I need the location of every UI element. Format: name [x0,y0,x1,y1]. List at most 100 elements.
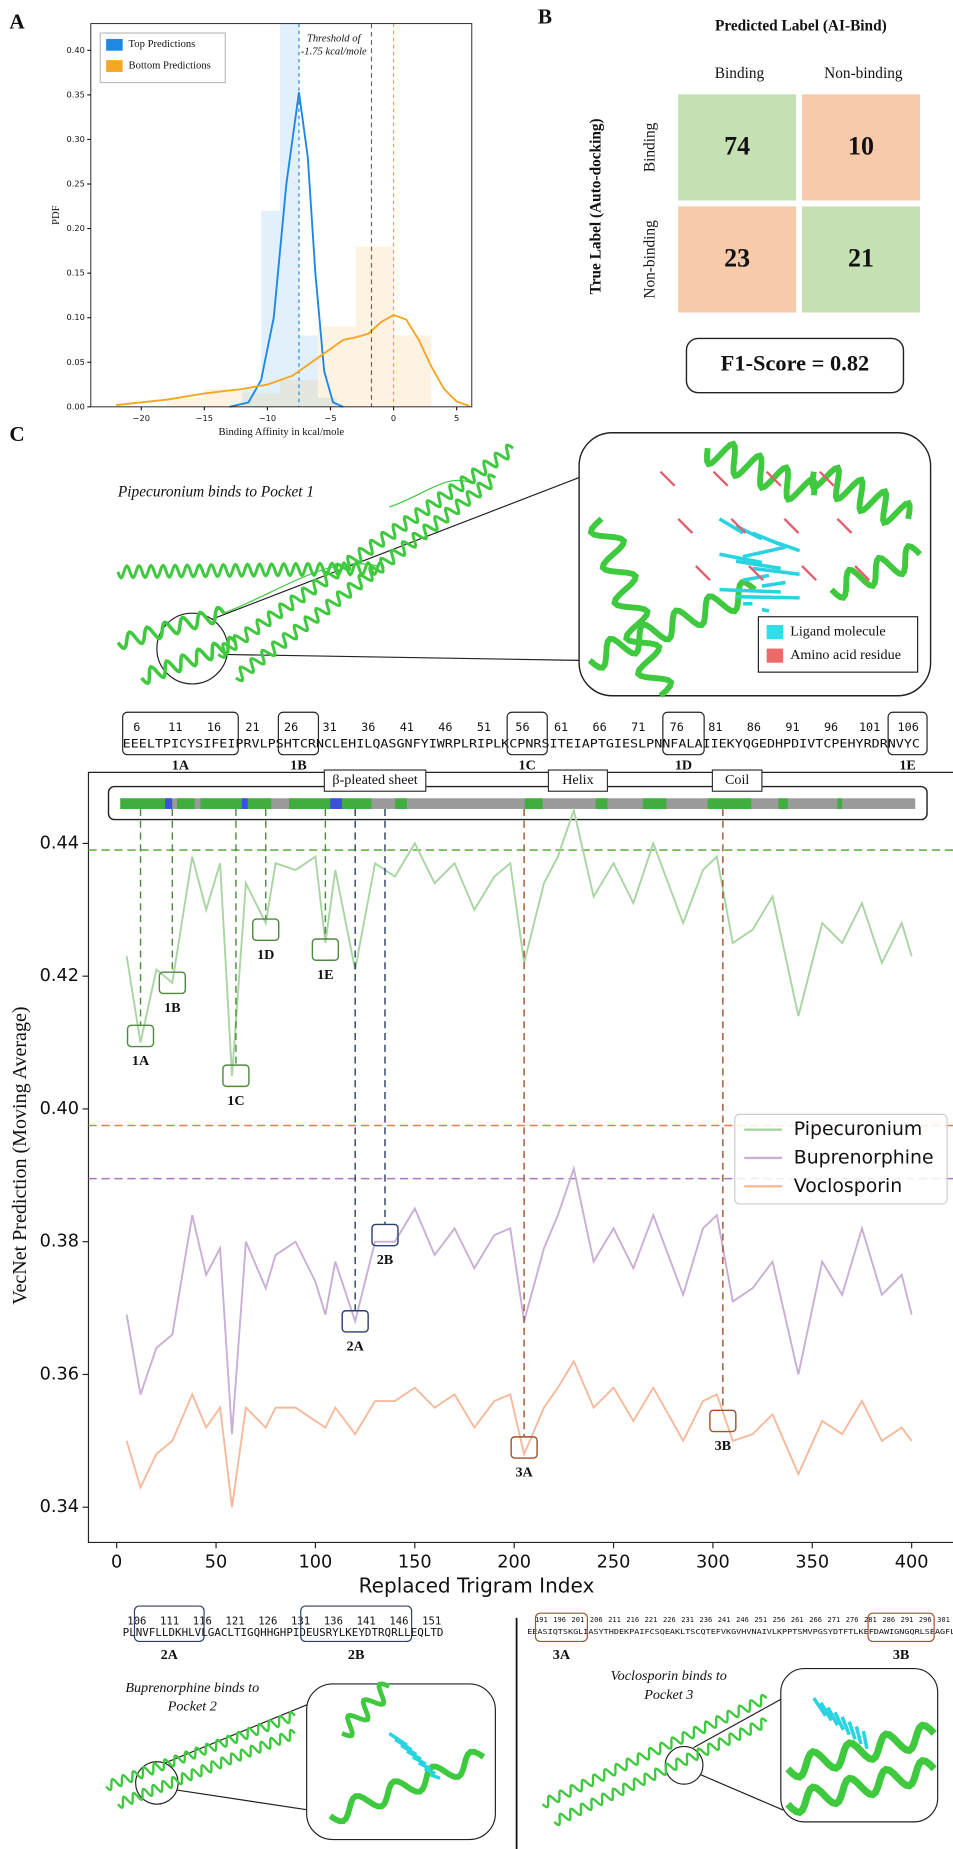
pocket-label: 1D [675,758,692,774]
structure-segment [707,798,752,809]
pocket-marker [311,938,340,961]
residue-number: 51 [477,720,491,734]
x-tick-label: −15 [196,413,213,423]
y-tick-label: 0.05 [67,357,85,367]
y-tick-label: 0.44 [40,833,79,853]
structure-bar [120,798,916,809]
caption: Buprenorphine binds to [125,1680,259,1696]
ligand-stick [819,1701,834,1722]
structure-segment [837,798,843,809]
residue-number: 291 [901,1615,914,1624]
residue-number: 236 [700,1615,713,1624]
pocket-marker [222,1064,250,1088]
ligand-stick [812,1697,828,1717]
residue-number: 271 [827,1615,840,1624]
histogram-bar [242,393,281,407]
pocket-marker [709,1409,737,1433]
residue-stick [818,470,835,487]
residue-number: 266 [809,1615,822,1624]
pocket-box [133,1605,205,1643]
structure-segment [642,798,667,809]
y-tick-label: 0.25 [67,179,85,189]
ligand-stick [719,587,781,594]
cell-value: 74 [724,132,750,161]
x-axis-label: Binding Affinity in kcal/mole [218,427,344,438]
ligand-stick [735,559,782,571]
pocket-box [867,1612,935,1643]
caption: Voclosporin binds to [611,1668,727,1684]
protein-ribbon [217,443,514,659]
pocket-box [887,711,928,756]
residue-number: 116 [193,1614,212,1627]
y-axis-label: PDF [51,205,62,225]
residue-number: 21 [245,720,259,734]
protein-ribbon [829,543,923,601]
pocket-label: 1C [519,758,536,774]
panel-label: C [9,422,24,446]
series-line [125,1359,913,1508]
x-tick-label: 5 [454,413,459,423]
residue-stick [730,518,747,534]
residue-number: 206 [590,1615,603,1624]
pocket-label: 2A [161,1647,179,1663]
residue-number: 101 [859,720,880,734]
matrix-cell [678,94,797,201]
pocket-label: 1E [899,758,916,774]
column-label: Binding [715,65,765,82]
residue-number: 296 [919,1615,932,1624]
pocket-label: 2B [348,1647,365,1663]
protein-ribbon [785,1721,937,1781]
pocket-label: 3A [553,1647,571,1663]
x-tick-label: −5 [324,413,336,423]
protein-ribbon [541,1693,768,1809]
sequence: PLNVFLLDKHLVLGACLTIGQHHGHPIDEUSRYLKEYDTR… [123,1626,444,1639]
residue-number: 121 [226,1614,245,1627]
residue-number: 256 [773,1615,786,1624]
structure-label-box [323,769,427,792]
residue-number: 86 [747,720,761,734]
protein-ribbon [140,635,238,686]
image-legend [757,616,919,673]
ligand-stick [423,1767,436,1776]
zoom-line [176,1789,310,1811]
pocket-box [534,1612,588,1643]
x-tick-label: −10 [259,413,276,423]
structure-segment [595,798,608,809]
legend-box [734,1113,948,1205]
matrix-cell [802,206,920,313]
protein-loop [223,479,473,614]
matrix-cell [678,206,797,313]
pocket-label: 3B [715,1438,732,1454]
histogram-bar [298,335,318,407]
pocket-label: 1E [317,967,334,983]
protein-ribbon [105,1711,296,1792]
residue-number: 81 [708,720,722,734]
cell-value: 10 [848,132,874,161]
residue-stick [677,518,694,534]
pocket-label: 1B [290,758,307,774]
ligand-stick [861,1730,869,1750]
zoom-line [212,477,580,620]
pocket-marker [252,918,280,942]
residue-stick [765,470,782,487]
legend-label: Ligand molecule [790,623,885,639]
protein-ribbon [341,1681,391,1739]
zoom-line [693,1697,784,1749]
residue-number: 196 [553,1615,566,1624]
axes-frame [90,23,473,408]
pocket-label: 3B [893,1647,910,1663]
legend-label: Pipecuronium [794,1118,923,1140]
residue-number: 261 [791,1615,804,1624]
pocket-marker [341,1310,369,1333]
ligand-stick [826,1706,839,1727]
pocket-label: 2B [377,1252,394,1268]
residue-number: 26 [284,720,298,734]
ligand-stick [854,1725,863,1745]
pocket-marker [158,971,187,995]
y-tick-label: 0.40 [67,45,85,55]
residue-number: 71 [631,720,645,734]
sequence: EEASIQTSKGLIASYTHDEKPAIFCSQEAKLTSCQTEFVK… [527,1627,953,1636]
structure-label: Helix [562,772,593,788]
zoom-line [700,1774,784,1811]
